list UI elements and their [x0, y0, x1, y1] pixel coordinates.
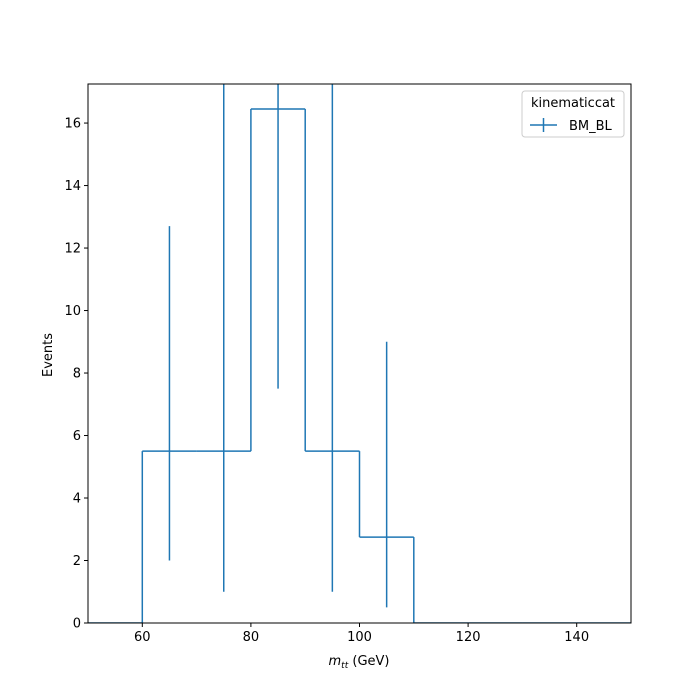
y-tick-label: 12: [64, 242, 81, 257]
y-tick-label: 2: [73, 554, 81, 569]
x-tick-label: 60: [134, 630, 151, 645]
y-tick-label: 6: [73, 429, 81, 444]
y-tick-label: 16: [64, 117, 81, 132]
x-axis-label: mtt (GeV): [329, 654, 390, 671]
x-tick-label: 120: [456, 630, 481, 645]
y-tick-label: 4: [73, 492, 81, 507]
y-tick-label: 8: [73, 367, 81, 382]
x-tick-label: 80: [243, 630, 260, 645]
x-tick-label: 140: [564, 630, 589, 645]
x-tick-label: 100: [347, 630, 372, 645]
y-tick-label: 14: [64, 179, 81, 194]
x-axis-label-subscript: tt: [341, 661, 349, 671]
histogram-series: [88, 84, 631, 623]
x-axis-label-main: m: [329, 654, 342, 669]
y-tick-label: 10: [64, 304, 81, 319]
legend: kinematiccat BM_BL: [521, 90, 625, 138]
y-axis: 0 2 4 6 8 10 12 14 16: [64, 117, 88, 632]
y-tick-label: 0: [73, 617, 81, 632]
x-axis-label-unit: (GeV): [348, 654, 389, 669]
y-axis-label: Events: [41, 333, 56, 377]
legend-entry-label: BM_BL: [569, 119, 613, 134]
x-axis: 60 80 100 120 140: [134, 623, 589, 645]
legend-title: kinematiccat: [531, 96, 615, 111]
